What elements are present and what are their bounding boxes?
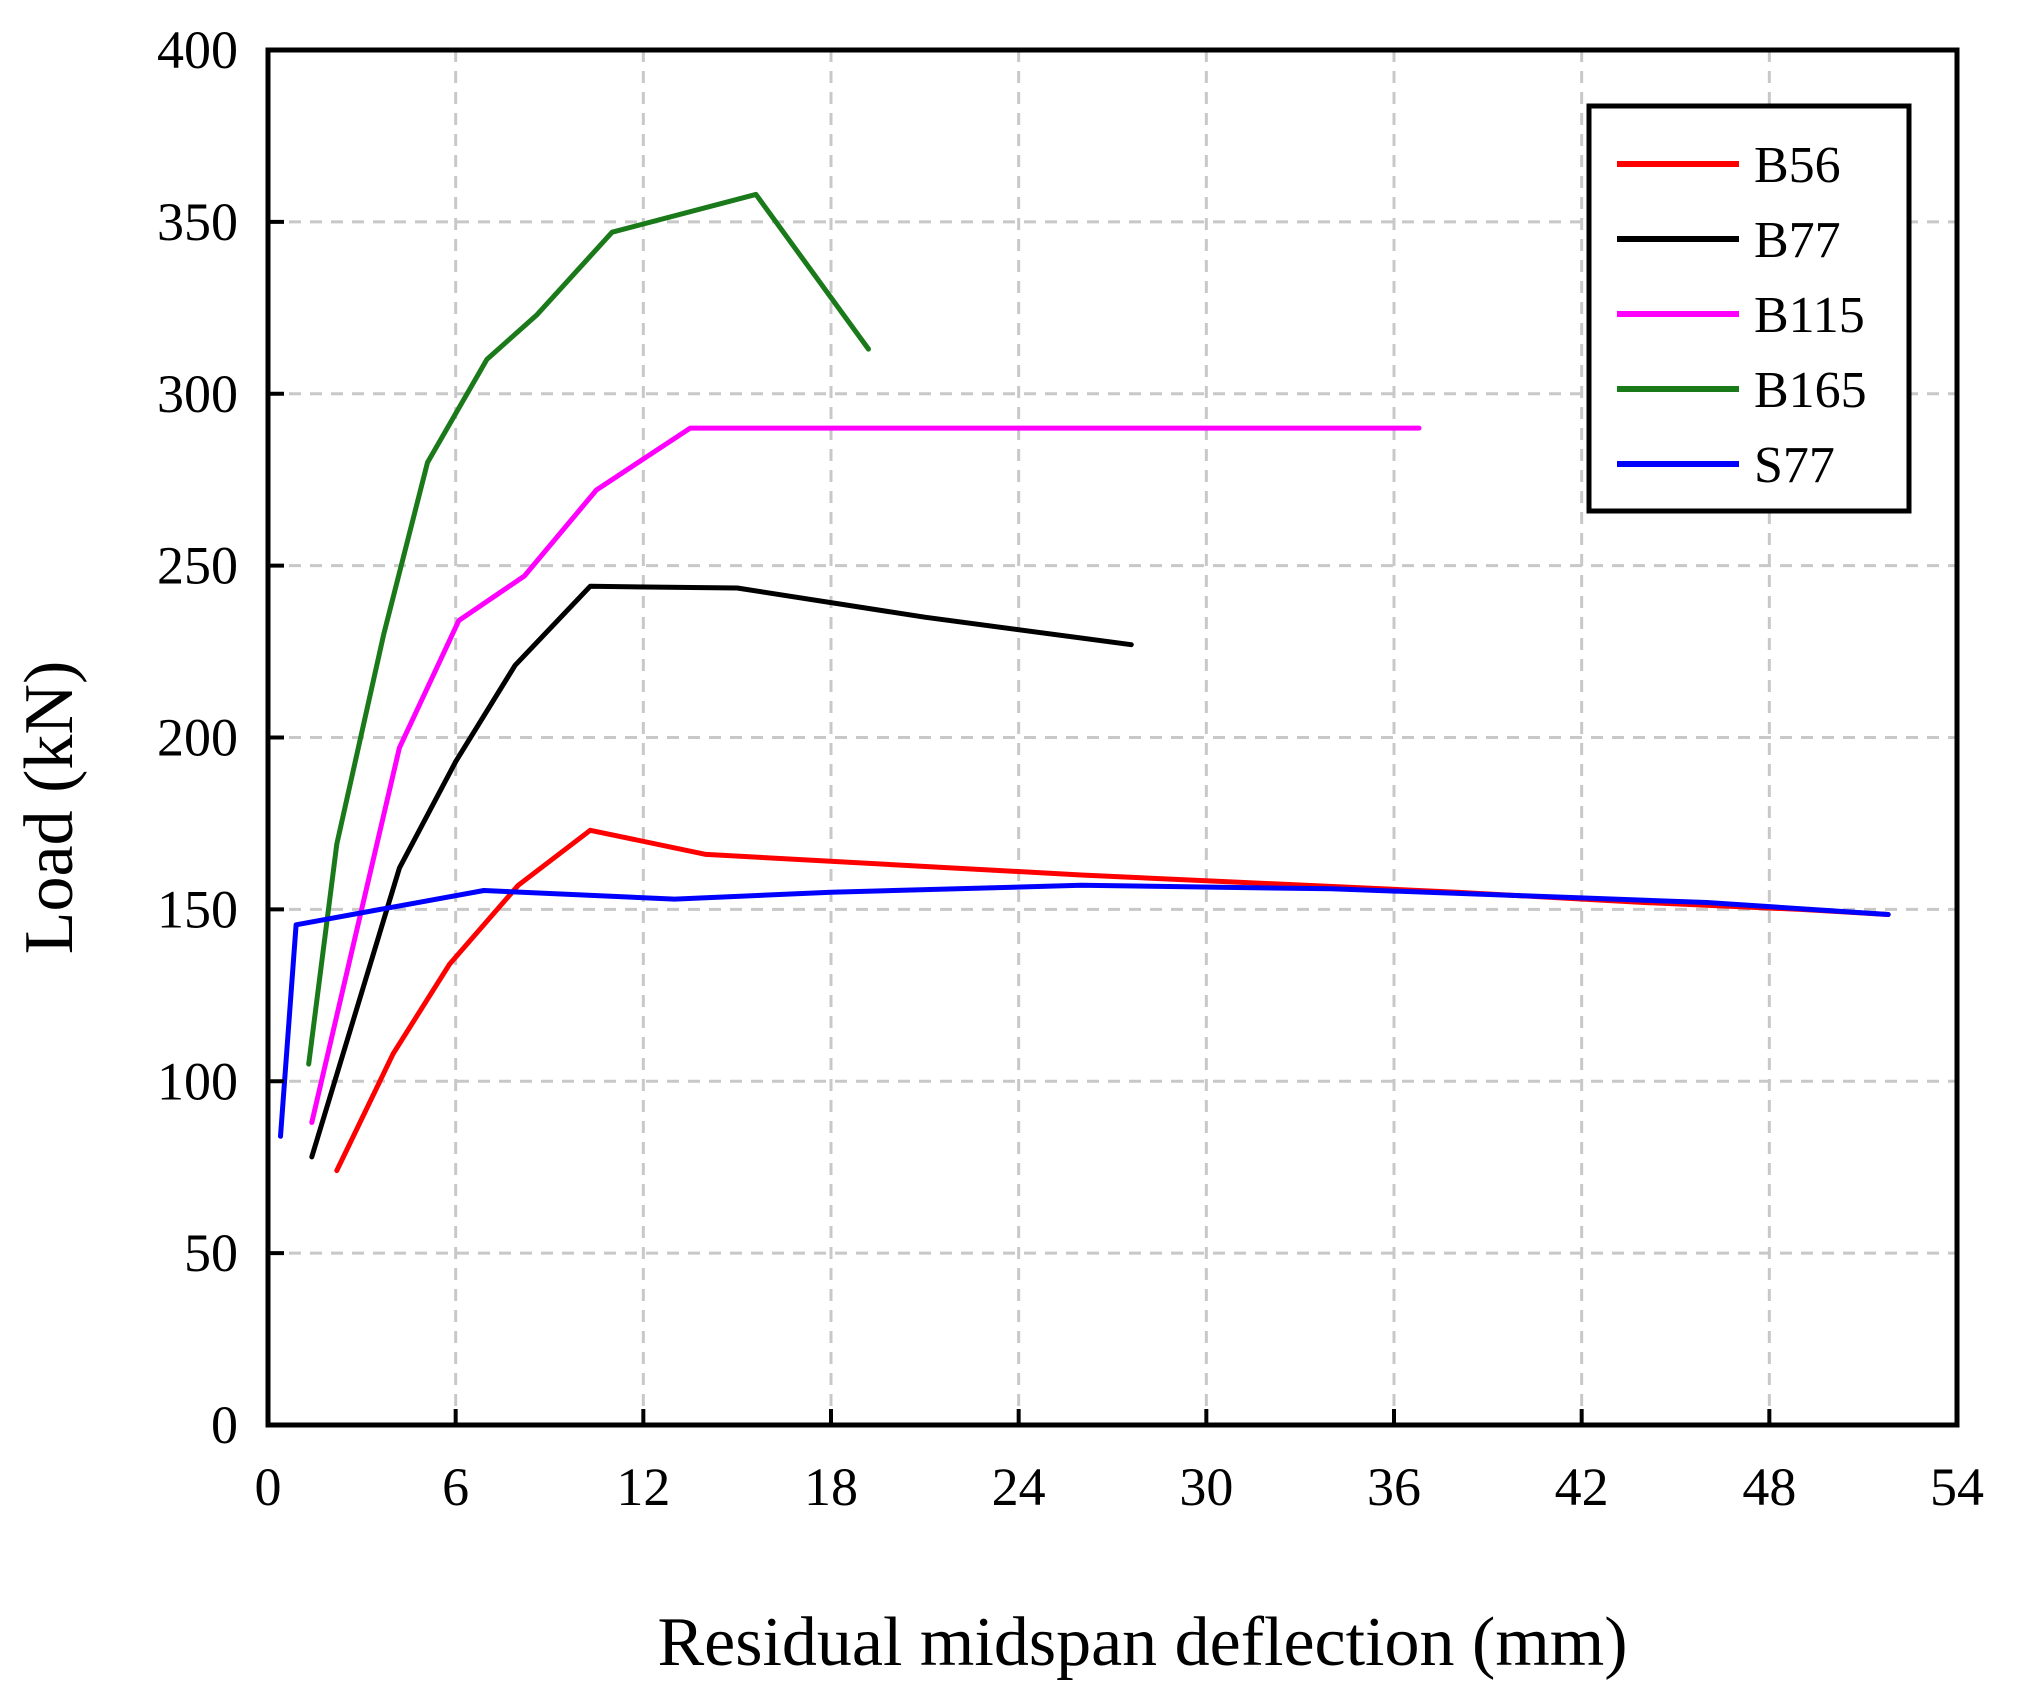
y-tick-label: 100: [157, 1051, 238, 1111]
x-tick-label: 30: [1179, 1457, 1233, 1517]
legend-label-b115: B115: [1754, 287, 1865, 344]
x-tick-label: 48: [1742, 1457, 1796, 1517]
x-tick-label: 12: [616, 1457, 670, 1517]
x-tick-label: 54: [1930, 1457, 1984, 1517]
y-tick-label: 50: [184, 1223, 238, 1283]
x-tick-label: 24: [992, 1457, 1046, 1517]
x-tick-label: 6: [442, 1457, 469, 1517]
series-lines: [278, 191, 1891, 1174]
x-tick-label: 18: [804, 1457, 858, 1517]
y-tick-label: 400: [157, 20, 238, 80]
series-line-b165: [306, 191, 871, 1067]
y-tick-label: 350: [157, 192, 238, 252]
x-tick-label: 42: [1555, 1457, 1609, 1517]
y-tick-label: 200: [157, 708, 238, 768]
y-tick-label: 300: [157, 364, 238, 424]
legend-label-b56: B56: [1754, 137, 1841, 194]
legend-box: [1586, 103, 1912, 514]
axis-ticks: 0 6 12 18 24 30 36 42 48 54 0 50 100 150 200 250 300 350 4…: [157, 20, 1984, 1517]
legend-label-s77: S77: [1754, 437, 1835, 494]
y-tick-label: 150: [157, 879, 238, 939]
series-line-b77: [309, 583, 1134, 1160]
y-tick-label: 0: [211, 1395, 238, 1455]
x-tick-label: 36: [1367, 1457, 1421, 1517]
series-line-b115: [309, 425, 1422, 1125]
y-tick-label: 250: [157, 536, 238, 596]
x-axis-title: Residual midspan deflection (mm): [657, 1604, 1627, 1681]
y-axis-title: Load (kN): [11, 661, 88, 955]
x-tick-label: 0: [255, 1457, 282, 1517]
legend-label-b77: B77: [1754, 212, 1841, 269]
legend-label-b165: B165: [1754, 362, 1867, 419]
legend: B56 B77 B115 B165 S77: [1586, 103, 1912, 514]
series-line-s77: [278, 882, 1891, 1139]
